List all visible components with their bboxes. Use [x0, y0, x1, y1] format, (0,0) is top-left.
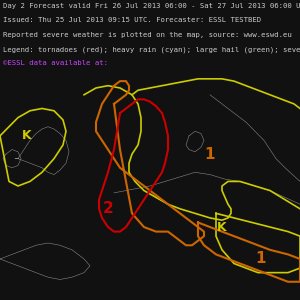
Polygon shape: [186, 131, 204, 152]
Polygon shape: [3, 149, 21, 168]
Polygon shape: [204, 72, 300, 95]
Text: Day 2 Forecast valid Fri 26 Jul 2013 06:00 - Sat 27 Jul 2013 06:00 UTC: Day 2 Forecast valid Fri 26 Jul 2013 06:…: [3, 3, 300, 9]
Text: 1: 1: [256, 251, 266, 266]
Text: K: K: [217, 220, 227, 233]
Text: Legend: tornadoes (red); heavy rain (cyan); large hail (green); severe winds (ye: Legend: tornadoes (red); heavy rain (cya…: [3, 46, 300, 52]
Polygon shape: [162, 152, 195, 168]
Polygon shape: [15, 127, 69, 175]
Text: ©ESSL data available at:: ©ESSL data available at:: [3, 61, 108, 67]
Text: 1: 1: [205, 147, 215, 162]
Text: Issued: Thu 25 Jul 2013 09:15 UTC. Forecaster: ESSL TESTBED: Issued: Thu 25 Jul 2013 09:15 UTC. Forec…: [3, 17, 261, 23]
Text: 2: 2: [103, 201, 113, 216]
Polygon shape: [0, 243, 90, 280]
Text: K: K: [22, 129, 32, 142]
Text: Reported severe weather is plotted on the map, source: www.eswd.eu: Reported severe weather is plotted on th…: [3, 32, 292, 38]
Polygon shape: [114, 172, 300, 300]
